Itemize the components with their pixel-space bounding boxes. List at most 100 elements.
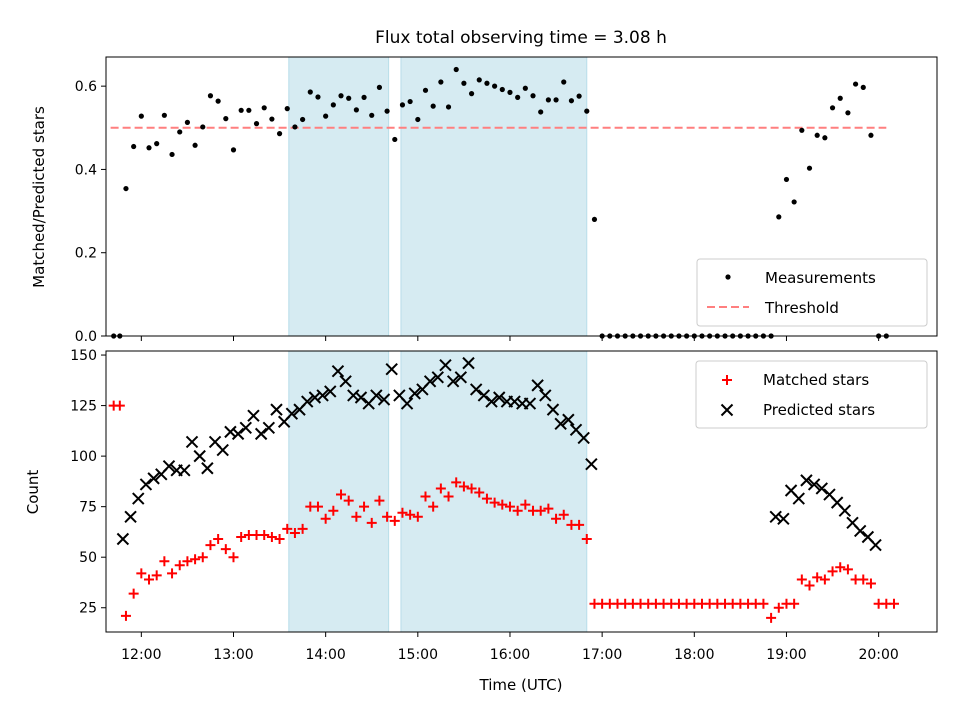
matched-star-point [474,487,485,498]
matched-star-point [359,501,370,512]
top-axes-frame [105,56,938,337]
shaded-interval-1 [288,350,390,633]
measurement-point [814,132,820,138]
measurement-point [438,79,444,85]
bottom-legend-box [695,360,928,429]
top-y-axis-label: Matched/Predicted stars [30,106,48,288]
predicted-star-point [224,425,237,439]
matched-star-point [213,534,224,545]
matched-star-point [190,554,201,565]
shaded-interval-1 [288,56,390,337]
matched-star-point [114,400,125,411]
legend-measurements-label: Measurements [765,269,876,287]
measurement-point [484,80,490,86]
x-tick-label: 13:00 [213,647,253,663]
matched-star-point [796,574,807,585]
top-legend-box [696,258,928,327]
measurement-point [507,89,513,95]
predicted-star-point [124,510,137,523]
measurement-point [422,87,429,93]
bottom-y-ticks: 25 50 75 100 125 150 [70,348,106,617]
predicted-star-point [239,421,252,435]
predicted-star-point [231,427,245,441]
x-tick-label: 16:00 [490,647,530,663]
matched-star-point [120,610,131,621]
matched-star-point [320,513,331,524]
matched-star-point [435,483,446,494]
matched-star-point [543,503,554,514]
predicted-star-point [539,389,552,402]
matched-star-point [458,481,469,492]
predicted-star-point [493,391,506,404]
matched-star-point [420,491,431,502]
legend-matched-marker [722,375,732,385]
predicted-star-point [508,395,521,408]
measurement-point [238,107,244,113]
measurement-point [384,108,390,114]
matched-star-point [888,598,899,609]
matched-star-point [827,566,838,577]
x-tick-label: 18:00 [674,647,714,663]
predicted-star-point [408,387,421,400]
matched-star-point [504,501,515,512]
measurement-point [553,97,559,103]
matched-star-point [167,568,178,579]
predicted-star-point [800,474,813,487]
legend-measurements-marker [725,274,731,280]
x-tick-label: 17:00 [582,647,622,663]
bottom-star-marks [108,356,899,623]
predicted-star-point [577,431,590,445]
measurement-point [791,199,797,205]
matched-star-point [574,519,585,530]
predicted-star-point [531,379,544,392]
legend-threshold-label: Threshold [764,299,839,317]
predicted-star-point [354,391,368,404]
measurement-point [453,66,459,73]
measurement-point [338,93,344,99]
matched-star-point [819,574,830,585]
measurement-point [123,185,129,192]
bottom-panel-counts: 25 50 75 100 125 150 12:00 13:00 14:00 15:00 16:0… [24,348,938,694]
predicted-star-point [377,393,391,406]
measurement-point [207,93,214,99]
matched-star-point [289,527,300,538]
matched-star-point [336,489,347,500]
measurement-point [169,151,175,158]
matched-star-point [812,572,823,583]
measurement-point [215,98,221,104]
matched-star-point [159,556,170,567]
predicted-star-point [316,389,329,402]
predicted-star-point [546,403,560,416]
measurement-point [860,84,866,90]
predicted-star-point [324,385,337,398]
matched-star-point [228,552,239,563]
measurement-point [468,91,475,97]
measurement-point [154,141,160,147]
top-y-ticks: 0.0 0.2 0.4 0.6 [75,79,106,345]
matched-star-point [428,501,439,512]
matched-star-point [312,501,323,512]
matched-star-point [581,534,592,545]
x-axis-label: Time (UTC) [479,676,563,694]
bottom-y-tick-label: 50 [79,550,97,566]
legend-predicted-label: Predicted stars [763,401,875,419]
top-measurement-marks [111,66,889,339]
matched-star-point [481,493,492,504]
predicted-star-point [285,407,299,420]
predicted-star-point [193,449,206,463]
matched-star-point [466,483,477,494]
measurement-point [253,121,260,127]
predicted-star-point [562,413,575,426]
matched-star-point [389,515,400,526]
predicted-star-point [769,510,782,523]
top-panel-ratio: 0.0 0.2 0.4 0.6 Matched/Predicted stars Mea… [30,56,938,345]
x-tick-label: 12:00 [121,647,161,663]
measurement-point [492,83,498,89]
measurement-point [276,131,283,137]
measurement-point [369,112,375,118]
bottom-y-tick-label: 25 [79,601,97,617]
measurement-point [576,93,582,99]
predicted-star-point [815,482,829,495]
matched-star-point [266,531,277,542]
